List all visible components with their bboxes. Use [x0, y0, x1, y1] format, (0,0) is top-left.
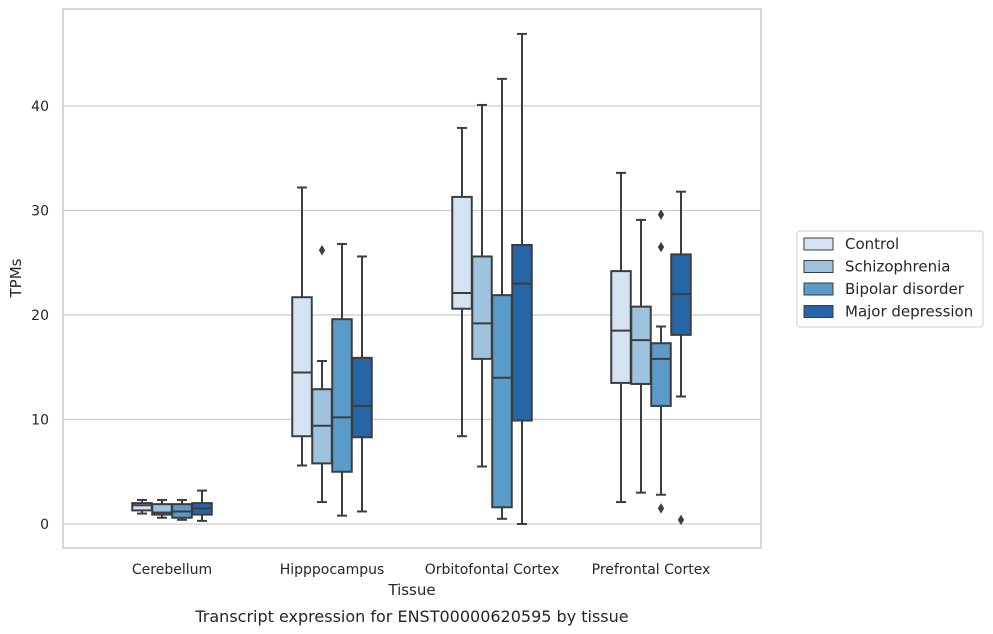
plot-area [63, 9, 761, 548]
outlier-s2-c3-0 [657, 209, 665, 220]
y-tick-label-40: 40 [31, 99, 49, 115]
box-s1-c2 [471, 255, 493, 360]
box-s0-c1 [291, 296, 313, 438]
y-axis-label: TPMs [7, 258, 25, 298]
legend-label-0: Control [845, 235, 899, 253]
box-s0-c2 [451, 195, 473, 310]
box-s2-c3 [650, 342, 672, 407]
outlier-s3-c3-0 [677, 514, 685, 526]
box-s3-c2 [511, 243, 533, 422]
y-tick-label-10: 10 [31, 413, 49, 429]
box-s0-c3 [610, 270, 632, 384]
legend-label-2: Bipolar disorder [845, 280, 965, 298]
y-tick-labels: 0 10 20 30 40 [31, 99, 49, 533]
x-tick-label-3: Prefrontal Cortex [592, 562, 711, 578]
gridlines [63, 105, 761, 525]
y-tick-label-30: 30 [31, 204, 49, 220]
x-tick-label-0: Cerebellum [132, 562, 212, 578]
box-s2-c2 [491, 294, 513, 509]
box-s2-c1 [331, 318, 353, 473]
outlier-s1-c1-0 [318, 244, 326, 256]
legend-swatch-0 [803, 237, 834, 251]
y-tick-label-20: 20 [31, 308, 49, 324]
legend-label-3: Major depression [845, 303, 973, 321]
boxes-layer [131, 32, 692, 526]
legend-label-1: Schizophrenia [845, 258, 950, 276]
outlier-s2-c3-1 [657, 241, 665, 253]
x-tick-label-1: Hipppocampus [280, 562, 385, 578]
box-s3-c1 [351, 356, 373, 439]
x-tick-label-2: Orbitofontal Cortex [425, 562, 560, 578]
x-axis-label: Tissue [387, 581, 435, 599]
legend-swatch-2 [803, 282, 834, 296]
box-s1-c3 [630, 305, 652, 385]
outlier-s2-c3-2 [657, 503, 665, 514]
legend: Control Schizophrenia Bipolar disorder Majo… [796, 230, 984, 328]
x-tick-labels: Cerebellum Hipppocampus Orbitofontal Corte… [132, 562, 710, 578]
chart-caption: Transcript expression for ENST0000062059… [194, 607, 628, 626]
legend-swatch-1 [803, 260, 834, 273]
plot-frame [62, 8, 762, 549]
legend-swatch-3 [803, 305, 834, 318]
legend-frame [796, 230, 984, 328]
y-tick-label-0: 0 [40, 517, 49, 533]
